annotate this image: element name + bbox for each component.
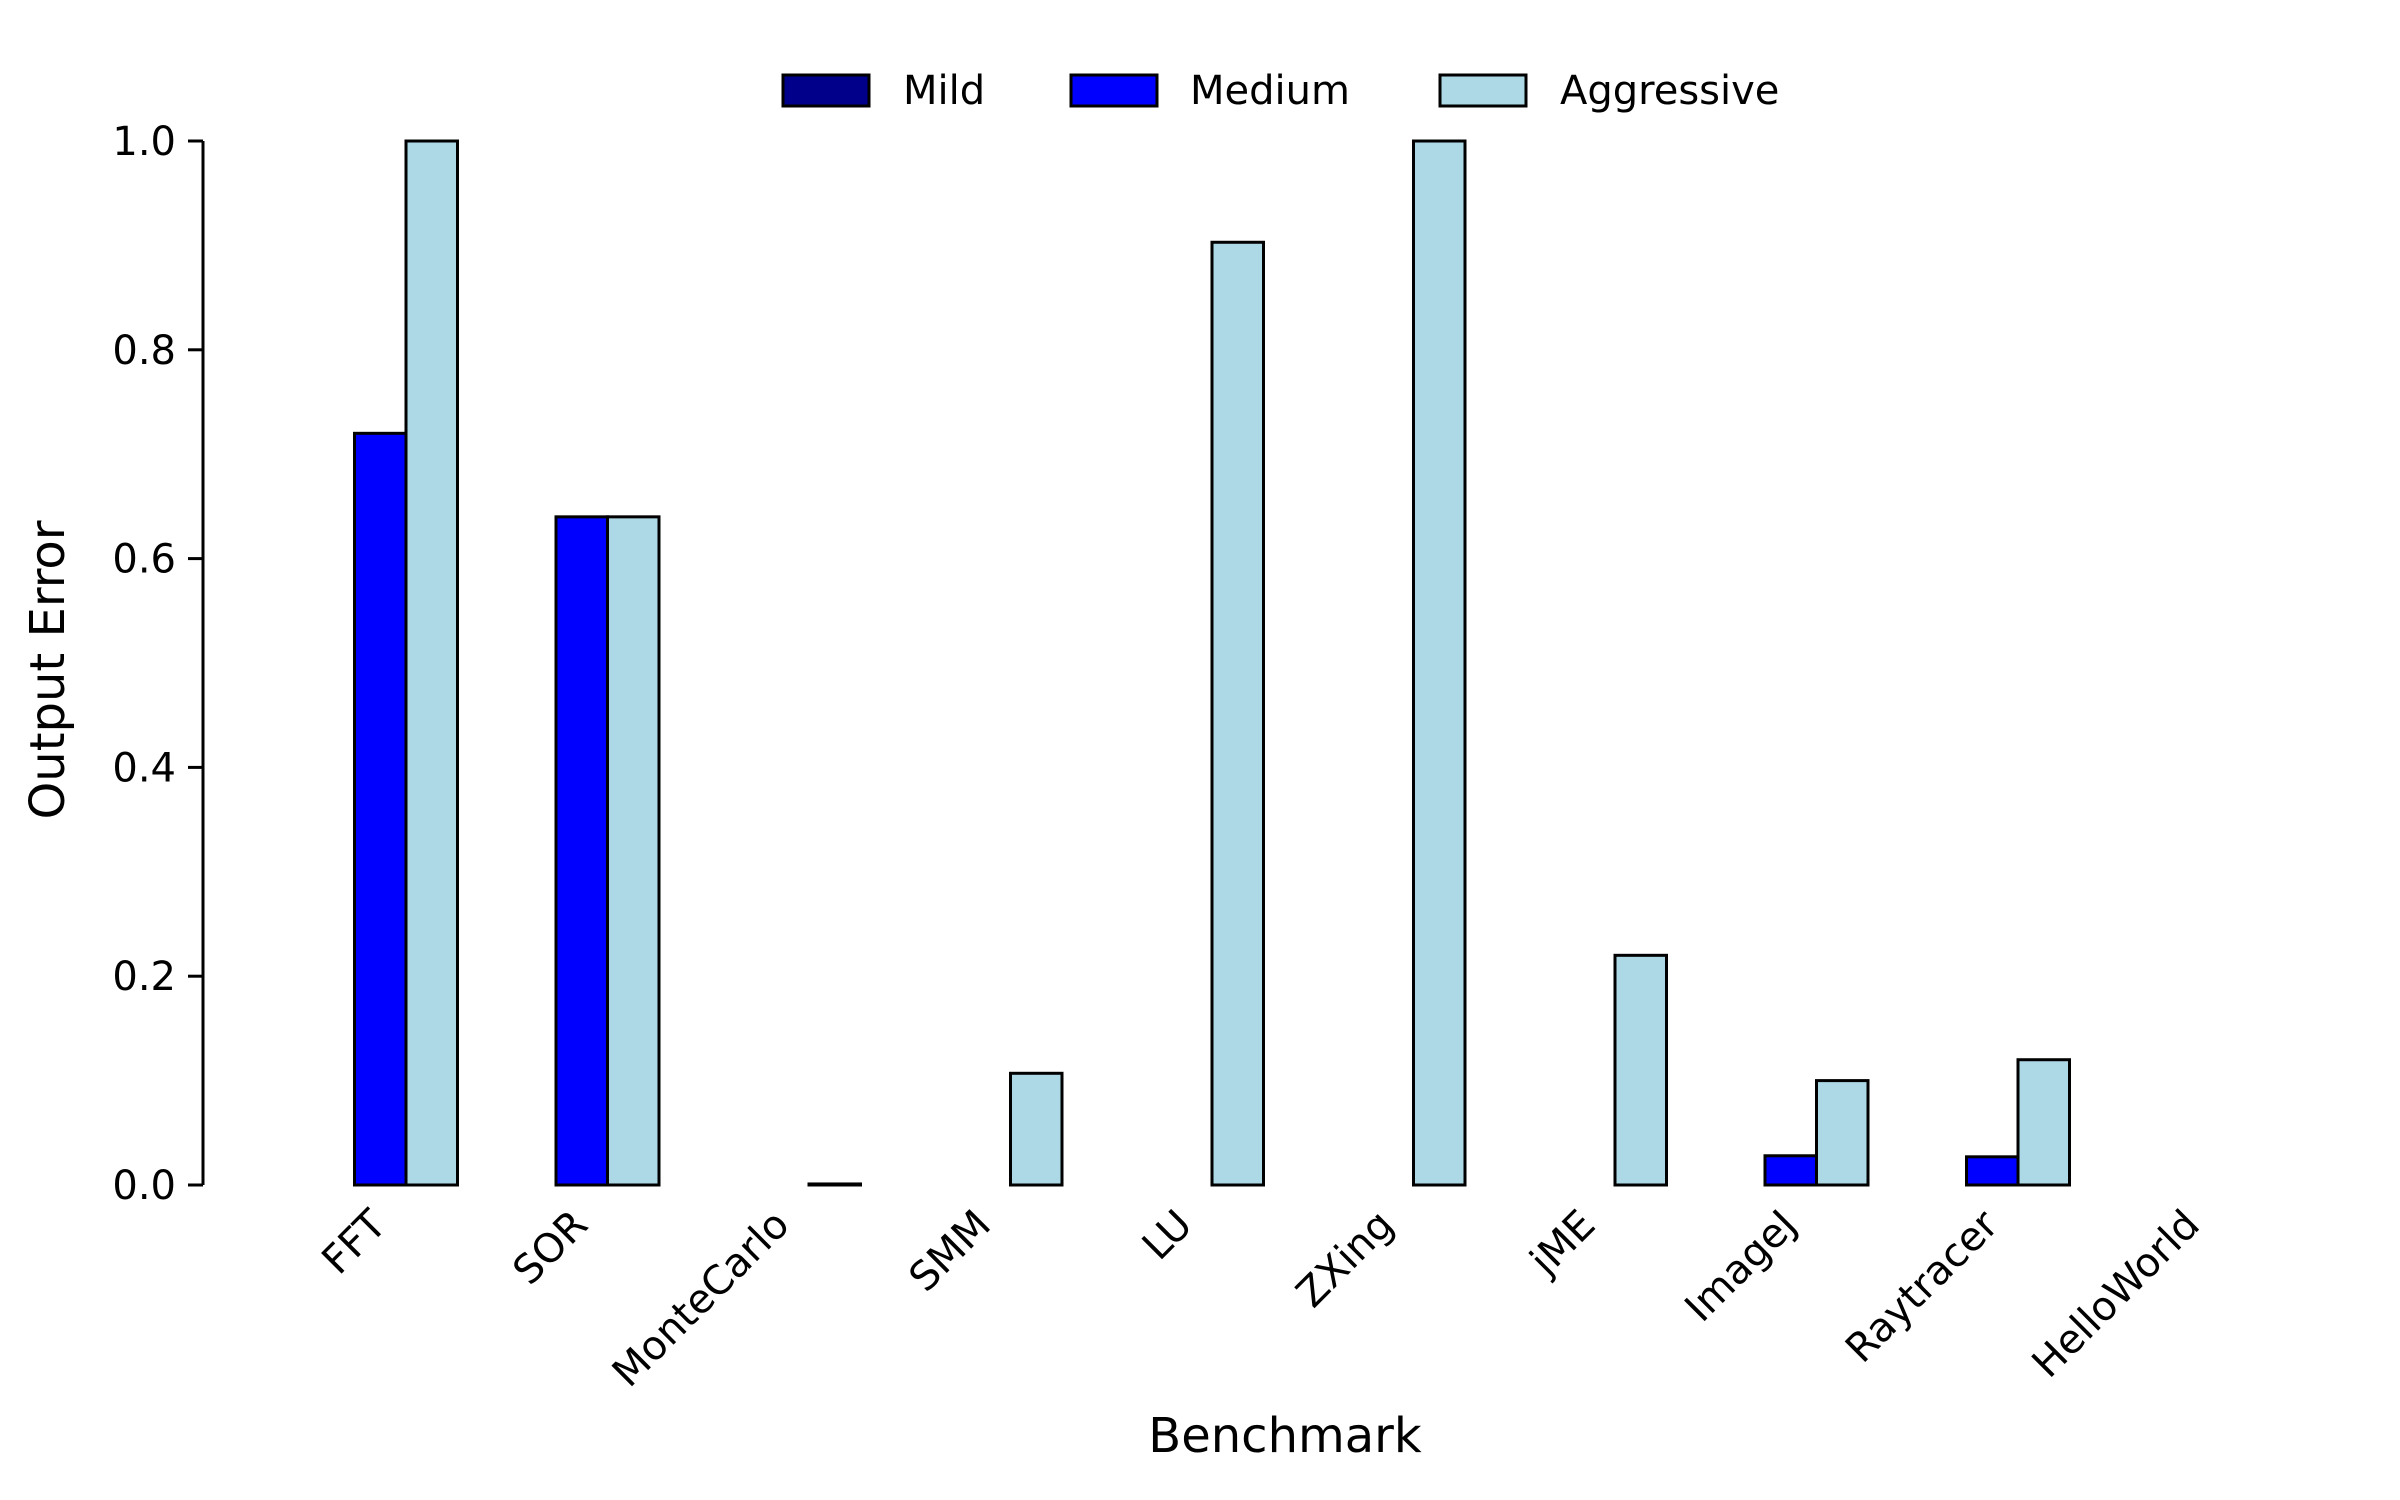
- legend-swatch-medium: [1069, 73, 1159, 108]
- bar-aggressive-jme: [1613, 953, 1668, 1187]
- x-tick-label: MonteCarlo: [604, 1202, 799, 1397]
- bar-medium-sor: [554, 515, 609, 1187]
- bar-aggressive-sor: [606, 515, 661, 1187]
- legend-label-medium: Medium: [1190, 68, 1350, 114]
- y-axis-title: Output Error: [20, 520, 76, 819]
- bar-aggressive-raytracer: [2016, 1058, 2071, 1187]
- x-tick-label: Raytracer: [1837, 1201, 2008, 1372]
- y-tick-label: 0.2: [112, 954, 176, 1000]
- bars: [353, 139, 2071, 1187]
- x-axis: FFT SOR MonteCarlo SMM LU ZXing jME ImageJ Raytr…: [313, 1201, 2208, 1396]
- x-tick-label: ImageJ: [1676, 1202, 1805, 1331]
- bar-medium-imagej: [1763, 1154, 1818, 1187]
- legend: Mild Medium Aggressive: [781, 68, 1779, 114]
- y-tick-label: 0.8: [112, 328, 176, 374]
- y-tick-label: 1.0: [112, 119, 176, 165]
- y-axis: 0.0 0.2 0.4 0.6 0.8 1.0: [112, 119, 205, 1209]
- bar-aggressive-fft: [404, 139, 459, 1187]
- bar-aggressive-zxing: [1412, 139, 1467, 1187]
- y-tick-label: 0.0: [112, 1163, 176, 1209]
- x-tick-label: jME: [1521, 1202, 1604, 1285]
- x-tick-label: HelloWorld: [2024, 1202, 2209, 1387]
- x-tick-label: FFT: [313, 1201, 395, 1283]
- x-tick-label: LU: [1134, 1202, 1202, 1270]
- bar-aggressive-montecarlo: [807, 1182, 862, 1187]
- bar-aggressive-imagej: [1815, 1079, 1870, 1187]
- bar-aggressive-smm: [1009, 1071, 1064, 1187]
- legend-label-aggressive: Aggressive: [1560, 68, 1779, 114]
- x-axis-title: Benchmark: [1148, 1408, 1422, 1464]
- bar-aggressive-lu: [1210, 240, 1265, 1187]
- bar-medium-fft: [353, 431, 408, 1187]
- bar-medium-raytracer: [1965, 1155, 2020, 1187]
- x-tick-label: ZXing: [1288, 1202, 1403, 1317]
- y-tick-label: 0.4: [112, 745, 176, 791]
- legend-swatch-mild: [781, 73, 871, 108]
- legend-label-mild: Mild: [903, 68, 985, 114]
- y-tick-label: 0.6: [112, 537, 176, 583]
- legend-swatch-aggressive: [1438, 73, 1528, 108]
- x-tick-label: SOR: [504, 1202, 596, 1294]
- x-tick-label: SMM: [901, 1202, 1000, 1301]
